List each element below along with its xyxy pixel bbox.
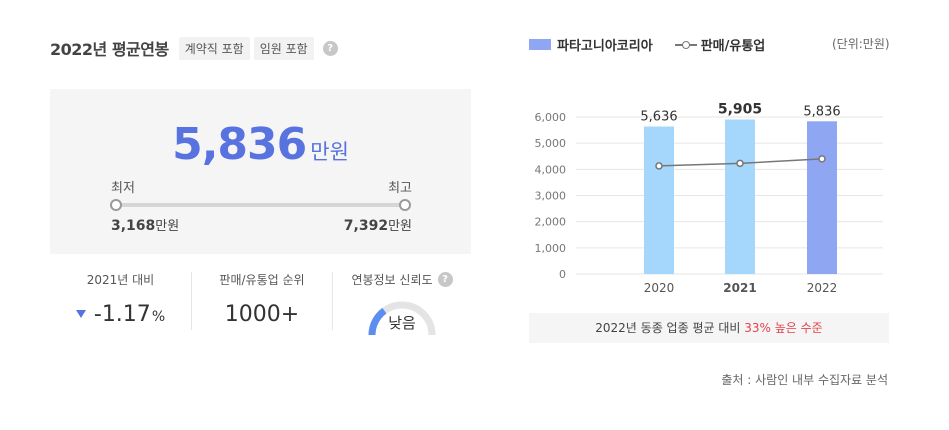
y-tick-label: 0 <box>559 268 566 281</box>
bar <box>644 126 674 275</box>
bar-value-label: 5,905 <box>718 101 762 117</box>
max-salary-marker <box>399 199 411 211</box>
yoy-change-label: 2021년 대비 <box>86 273 155 287</box>
min-salary-value: 3,168만원 <box>111 218 180 234</box>
bar-value-label: 5,636 <box>640 110 677 125</box>
max-salary-label: 최고 <box>388 181 412 196</box>
divider <box>332 272 333 330</box>
y-tick-label: 6,000 <box>535 111 567 124</box>
comparison-highlight: 33% 높은 수준 <box>744 321 823 335</box>
salary-chart-svg: 0 1,000 2,000 3,000 4,000 5,000 6,000 5,636 2020… <box>535 101 883 295</box>
bar <box>807 121 837 274</box>
y-tick-label: 5,000 <box>535 137 567 150</box>
industry-point <box>655 162 663 170</box>
yoy-change-stat: 2021년 대비 -1.17% <box>50 271 191 327</box>
industry-rank-value: 1000+ <box>224 302 300 327</box>
legend-industry-line-icon <box>674 39 697 50</box>
reliability-gauge: 낮음 <box>366 297 438 337</box>
y-tick-label: 2,000 <box>535 216 567 229</box>
reliability-help-question-icon[interactable]: ? <box>437 272 453 287</box>
industry-comparison-summary: 2022년 동종 업종 평균 대비 33% 높은 수준 <box>529 313 889 343</box>
legend-company-label: 파타고니아코리아 <box>557 39 653 54</box>
average-salary-panel: 5,836 만원 최저 최고 3,168만원 7,392만원 <box>50 89 471 254</box>
reliability-value: 낮음 <box>388 314 416 332</box>
industry-rank-stat: 판매/유통업 순위 1000+ <box>192 271 332 327</box>
tag-contract-included: 계약직 포함 <box>178 36 250 60</box>
divider <box>191 272 192 330</box>
reliability-label: 연봉정보 신뢰도 ? <box>333 271 471 288</box>
data-source: 출처 : 사람인 내부 수집자료 분석 <box>721 373 888 387</box>
industry-rank-label: 판매/유통업 순위 <box>219 273 305 287</box>
y-tick-label: 4,000 <box>535 163 567 176</box>
x-tick-label: 2020 <box>644 281 675 295</box>
salary-header: 2022년 평균연봉 계약직 포함 임원 포함 ? <box>50 36 338 60</box>
chart-unit-label: (단위:만원) <box>832 37 890 51</box>
max-salary-value: 7,392만원 <box>343 218 412 234</box>
reliability-stat: 연봉정보 신뢰도 ? 낮음 <box>333 271 471 337</box>
average-salary: 5,836 만원 <box>50 119 471 170</box>
x-tick-label: 2022 <box>807 281 838 295</box>
industry-point <box>736 159 744 168</box>
average-salary-value: 5,836 <box>172 119 307 170</box>
chart-legend: 파타고니아코리아 판매/유통업 <box>529 35 765 54</box>
bar-value-label: 5,836 <box>803 104 840 119</box>
min-salary-marker <box>110 199 122 211</box>
bar <box>725 119 755 274</box>
industry-point <box>818 155 826 163</box>
y-tick-label: 1,000 <box>535 242 567 255</box>
min-salary-label: 최저 <box>111 181 135 196</box>
legend-industry-label: 판매/유통업 <box>700 39 766 54</box>
decrease-arrow-icon <box>75 310 86 318</box>
gauge-fill <box>368 307 387 336</box>
y-tick-label: 3,000 <box>535 190 567 203</box>
average-salary-unit: 만원 <box>310 140 349 164</box>
salary-chart: 0 1,000 2,000 3,000 4,000 5,000 6,000 5,636 2020… <box>529 100 889 300</box>
legend-company-swatch <box>529 39 551 50</box>
salary-range-track <box>116 203 405 207</box>
yoy-change-value: -1.17% <box>50 302 191 327</box>
tag-executive-included: 임원 포함 <box>253 36 314 60</box>
x-tick-label: 2021 <box>723 281 756 295</box>
page-title: 2022년 평균연봉 <box>50 40 169 59</box>
help-question-icon[interactable]: ? <box>322 40 338 56</box>
